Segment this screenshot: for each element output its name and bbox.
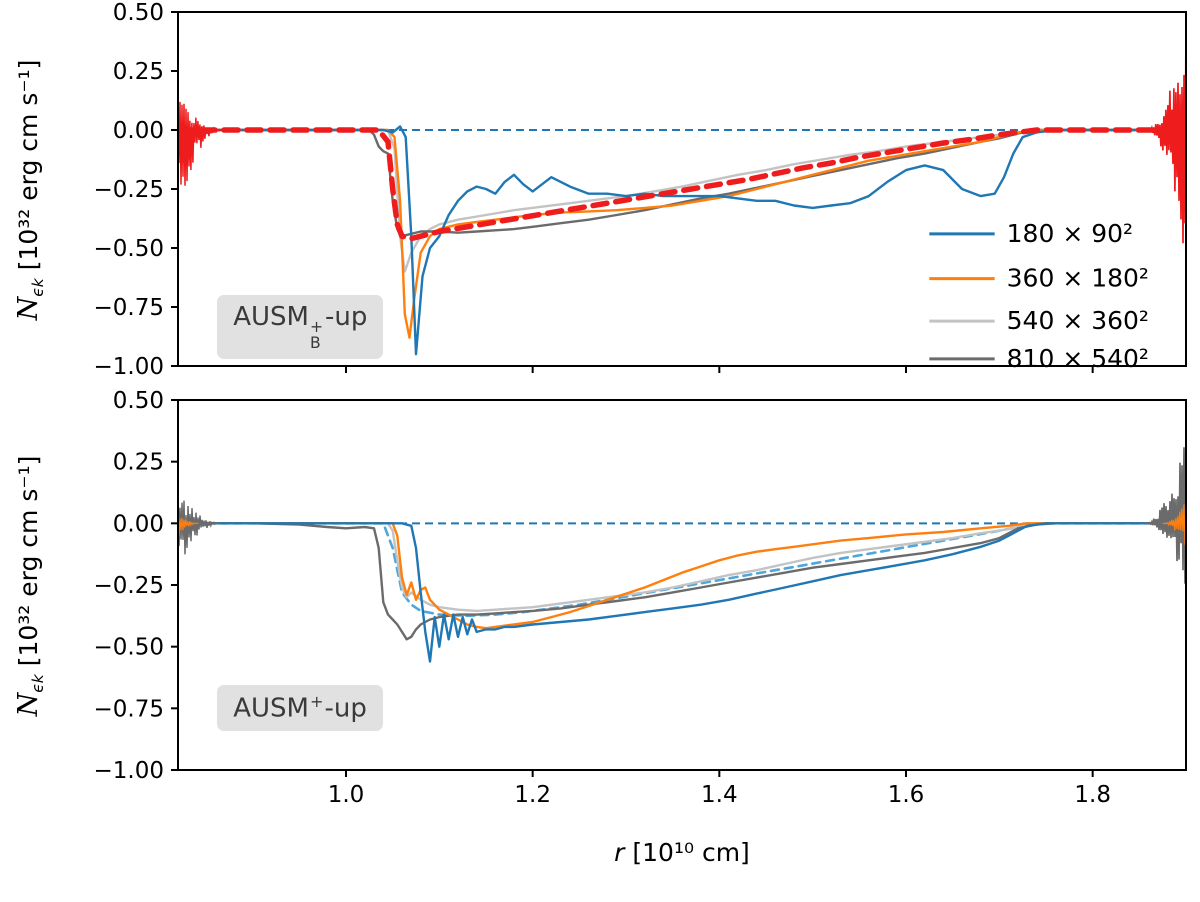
xlabel-variable: r bbox=[614, 838, 625, 867]
y-tick-label: −0.25 bbox=[94, 177, 164, 203]
script-N-symbol: N bbox=[13, 692, 44, 717]
legend-label: 810 × 540² bbox=[1007, 344, 1149, 373]
panel-label-ausm-plus-up: AUSM+-up bbox=[217, 684, 383, 732]
panel-label-subscript: B bbox=[309, 333, 321, 352]
series-bottom-540x360 bbox=[178, 522, 1186, 613]
y-tick-label: 0.00 bbox=[113, 118, 164, 144]
y-tick-label: 0.50 bbox=[113, 0, 164, 26]
panel-label-base: AUSM bbox=[233, 302, 309, 333]
panel-label-superscript: + bbox=[309, 318, 324, 337]
panel-label-suffix: -up bbox=[325, 302, 368, 333]
y-tick-label: −0.50 bbox=[94, 635, 164, 661]
panel-label-base: AUSM bbox=[233, 693, 309, 724]
x-tick-label: 1.2 bbox=[514, 782, 551, 808]
series-bottom-reference-dashed-lightblue bbox=[178, 521, 1186, 618]
plot-area-bottom bbox=[178, 447, 1186, 663]
series-top-extrapolation-dashed-red bbox=[178, 127, 1171, 242]
panel-label-superscript: + bbox=[309, 691, 324, 711]
ylabel-subscript: ϵk bbox=[29, 278, 47, 297]
panel-label-ausm-b-plus-up: AUSM + B -up bbox=[217, 295, 384, 360]
axes-frame-bottom bbox=[177, 399, 1187, 771]
edge-noise-bottom bbox=[1162, 504, 1186, 545]
y-tick-label: 0.25 bbox=[113, 59, 164, 85]
series-top-540x360 bbox=[178, 128, 1186, 273]
script-N-symbol: N bbox=[13, 296, 44, 321]
panel-label-scripts: + B bbox=[310, 320, 323, 351]
y-tick-label: 0.00 bbox=[113, 511, 164, 537]
legend-label: 540 × 360² bbox=[1007, 306, 1149, 335]
y-tick-label: −1.00 bbox=[94, 758, 164, 784]
series-top-180x90 bbox=[178, 125, 1186, 356]
y-tick-label: −0.75 bbox=[94, 295, 164, 321]
legend-label: 180 × 90² bbox=[1007, 219, 1133, 248]
series-bottom-810x540 bbox=[178, 522, 1186, 641]
edge-noise-bottom bbox=[178, 488, 221, 555]
ylabel-units: [10³² erg cm s⁻¹] bbox=[14, 455, 43, 675]
ylabel-subscript: ϵk bbox=[29, 674, 47, 693]
axes-frame-top bbox=[177, 11, 1187, 367]
x-tick-label: 1.0 bbox=[328, 782, 365, 808]
series-bottom-360x180 bbox=[178, 522, 1186, 630]
y-tick-label: −0.50 bbox=[94, 236, 164, 262]
y-tick-label: 0.50 bbox=[113, 388, 164, 414]
edge-noise-bottom bbox=[178, 512, 199, 536]
ylabel-units: [10³² erg cm s⁻¹] bbox=[14, 59, 43, 279]
legend-label: 360 × 180² bbox=[1007, 264, 1149, 293]
y-tick-label: −0.25 bbox=[94, 573, 164, 599]
series-top-360x180 bbox=[178, 128, 1186, 339]
y-tick-label: −1.00 bbox=[94, 354, 164, 380]
x-tick-label: 1.8 bbox=[1074, 782, 1111, 808]
x-axis-label: r [10¹⁰ cm] bbox=[472, 838, 892, 867]
x-tick-label: 1.6 bbox=[888, 782, 925, 808]
panel-label-suffix: -up bbox=[324, 693, 367, 724]
x-tick-label: 1.4 bbox=[701, 782, 738, 808]
edge-noise-top bbox=[1146, 21, 1186, 244]
y-tick-label: −0.75 bbox=[94, 696, 164, 722]
xlabel-units: [10¹⁰ cm] bbox=[624, 838, 750, 867]
series-bottom-180x90 bbox=[178, 522, 1186, 663]
y-tick-label: 0.25 bbox=[113, 450, 164, 476]
y-axis-label-bottom: Nϵk [10³² erg cm s⁻¹] bbox=[13, 356, 47, 816]
edge-noise-bottom bbox=[1144, 447, 1186, 584]
plot-area-top bbox=[178, 21, 1186, 356]
edge-noise-top bbox=[178, 98, 223, 186]
